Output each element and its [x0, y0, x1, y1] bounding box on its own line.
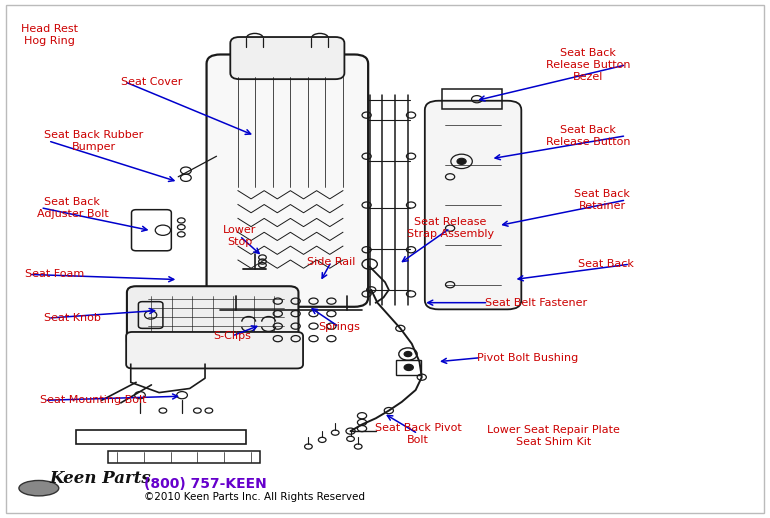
- Text: (800) 757-KEEN: (800) 757-KEEN: [144, 477, 266, 491]
- Text: Seat Belt Fastener: Seat Belt Fastener: [484, 298, 587, 308]
- Circle shape: [457, 159, 466, 164]
- FancyBboxPatch shape: [230, 37, 344, 79]
- Text: Side Rail: Side Rail: [307, 256, 356, 267]
- Text: S-Clips: S-Clips: [213, 331, 251, 341]
- Text: Seat Knob: Seat Knob: [44, 313, 101, 323]
- Text: Seat Back
Release Button: Seat Back Release Button: [546, 125, 630, 147]
- Text: Head Rest
Hog Ring: Head Rest Hog Ring: [22, 24, 79, 47]
- Text: Pivot Bolt Bushing: Pivot Bolt Bushing: [477, 353, 578, 363]
- Text: Seat Foam: Seat Foam: [25, 269, 84, 279]
- Text: Seat Release
Strap Assembly: Seat Release Strap Assembly: [407, 217, 494, 239]
- Text: Lower Seat Repair Plate
Seat Shim Kit: Lower Seat Repair Plate Seat Shim Kit: [487, 425, 620, 447]
- Ellipse shape: [19, 481, 59, 496]
- Text: Seat Back
Release Button
Bezel: Seat Back Release Button Bezel: [546, 48, 630, 82]
- Text: Seat Mounting Bolt: Seat Mounting Bolt: [40, 395, 147, 405]
- Text: Seat Back
Retainer: Seat Back Retainer: [574, 189, 630, 211]
- Circle shape: [404, 352, 412, 356]
- FancyBboxPatch shape: [425, 100, 521, 309]
- Text: Keen Parts: Keen Parts: [49, 470, 152, 487]
- Circle shape: [404, 364, 413, 370]
- FancyBboxPatch shape: [126, 332, 303, 368]
- Text: Seat Back: Seat Back: [578, 259, 634, 269]
- Text: Lower
Stop: Lower Stop: [223, 225, 256, 247]
- Text: ©2010 Keen Parts Inc. All Rights Reserved: ©2010 Keen Parts Inc. All Rights Reserve…: [144, 493, 365, 502]
- FancyBboxPatch shape: [127, 286, 299, 348]
- Text: Springs: Springs: [318, 322, 360, 332]
- Text: Seat Back Rubber
Bumper: Seat Back Rubber Bumper: [44, 130, 143, 152]
- Text: Seat Cover: Seat Cover: [121, 77, 182, 87]
- Text: Seat Back Pivot
Bolt: Seat Back Pivot Bolt: [374, 423, 461, 445]
- FancyBboxPatch shape: [206, 54, 368, 307]
- Text: Seat Back
Adjuster Bolt: Seat Back Adjuster Bolt: [36, 197, 109, 219]
